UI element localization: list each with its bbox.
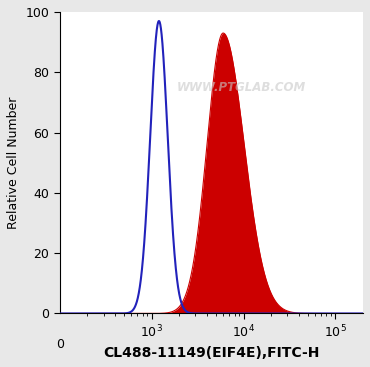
Y-axis label: Relative Cell Number: Relative Cell Number xyxy=(7,97,20,229)
X-axis label: CL488-11149(EIF4E),FITC-H: CL488-11149(EIF4E),FITC-H xyxy=(103,346,320,360)
Text: WWW.PTGLAB.COM: WWW.PTGLAB.COM xyxy=(177,81,306,94)
Text: 0: 0 xyxy=(56,338,64,350)
